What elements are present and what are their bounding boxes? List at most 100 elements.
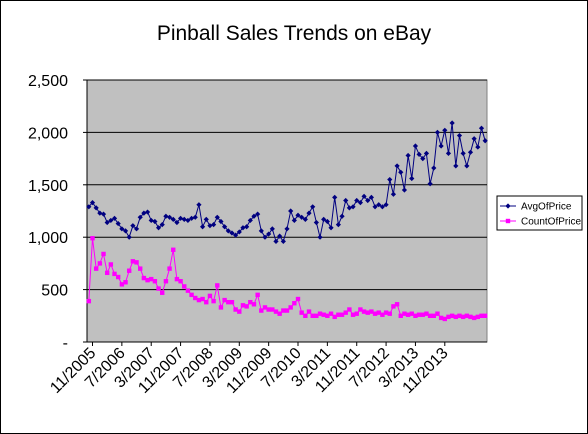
data-point (416, 312, 422, 317)
data-point (226, 299, 231, 305)
data-point (196, 297, 202, 303)
data-point (159, 222, 165, 228)
data-point (273, 238, 279, 244)
data-point (97, 261, 103, 266)
data-point (255, 292, 260, 298)
data-point (262, 305, 268, 310)
data-point (369, 309, 374, 314)
data-point (453, 314, 459, 320)
data-point (302, 216, 308, 222)
data-point (446, 314, 451, 320)
data-point (237, 309, 242, 314)
data-point (108, 217, 114, 224)
legend-label: CountOfPrice (521, 217, 581, 228)
data-point (328, 311, 334, 316)
data-point (471, 315, 477, 321)
data-point (347, 307, 352, 312)
data-point (449, 120, 455, 126)
gridlines (87, 79, 487, 291)
data-point (398, 313, 403, 318)
data-point (101, 251, 106, 257)
data-point (431, 165, 437, 171)
data-point (155, 225, 162, 231)
data-point (346, 205, 352, 211)
data-point (171, 247, 176, 252)
data-point (365, 310, 370, 315)
data-point (199, 224, 206, 230)
data-point (133, 226, 140, 232)
data-point (336, 312, 341, 317)
data-point (288, 208, 294, 214)
data-point (111, 215, 118, 221)
data-point (295, 296, 301, 302)
data-point (196, 202, 202, 208)
y-tick-label: 2,000 (28, 125, 68, 142)
data-point (244, 224, 250, 230)
data-point (222, 297, 227, 303)
data-point (402, 311, 407, 316)
data-point (284, 226, 290, 232)
data-point (174, 219, 180, 226)
legend-item: AvgOfPrice (500, 202, 572, 213)
data-point (185, 217, 191, 224)
data-point (207, 293, 213, 299)
data-point (299, 214, 305, 220)
data-point (420, 312, 425, 317)
y-axis: - 500 1,000 1,500 2,000 2,500 (28, 73, 88, 352)
data-point (277, 311, 282, 316)
data-point (86, 204, 92, 210)
data-point (215, 283, 220, 288)
data-point (405, 312, 411, 317)
data-point (324, 218, 330, 225)
legend-marker (505, 203, 511, 209)
data-point (240, 303, 246, 308)
data-point (273, 309, 279, 314)
data-point (97, 210, 103, 216)
data-point (413, 313, 418, 318)
data-point (203, 216, 209, 222)
data-point (310, 204, 316, 210)
data-point (119, 226, 125, 232)
data-point (460, 314, 466, 320)
data-point (350, 204, 356, 210)
data-point (152, 279, 158, 284)
data-point (332, 314, 337, 320)
data-point (453, 163, 459, 169)
data-point (93, 266, 99, 271)
data-point (321, 216, 327, 222)
data-point (90, 236, 95, 241)
data-point (479, 313, 484, 318)
data-point (138, 266, 143, 271)
data-point (482, 313, 488, 318)
data-point (89, 200, 96, 206)
data-point (380, 312, 385, 317)
legend: AvgOfPrice CountOfPrice (496, 195, 583, 231)
data-point (104, 219, 110, 226)
data-point (163, 213, 169, 219)
data-point (409, 175, 415, 182)
data-point (177, 215, 184, 221)
data-point (145, 277, 150, 283)
data-point (445, 150, 452, 156)
data-point (229, 299, 235, 305)
data-point (185, 288, 191, 293)
data-point (306, 210, 312, 216)
data-point (343, 197, 349, 204)
data-point (401, 187, 408, 193)
data-point (137, 214, 143, 220)
data-point (412, 143, 419, 149)
data-point (141, 275, 147, 281)
data-point (328, 225, 334, 231)
data-point (317, 311, 323, 316)
data-point (310, 313, 315, 318)
data-point (255, 211, 261, 217)
data-point (442, 127, 448, 133)
data-point (314, 313, 319, 318)
data-point (423, 150, 430, 156)
data-point (394, 163, 400, 169)
data-point (313, 219, 319, 226)
y-tick-label: 2,500 (28, 73, 68, 90)
data-point (248, 299, 253, 305)
data-point (266, 231, 272, 237)
